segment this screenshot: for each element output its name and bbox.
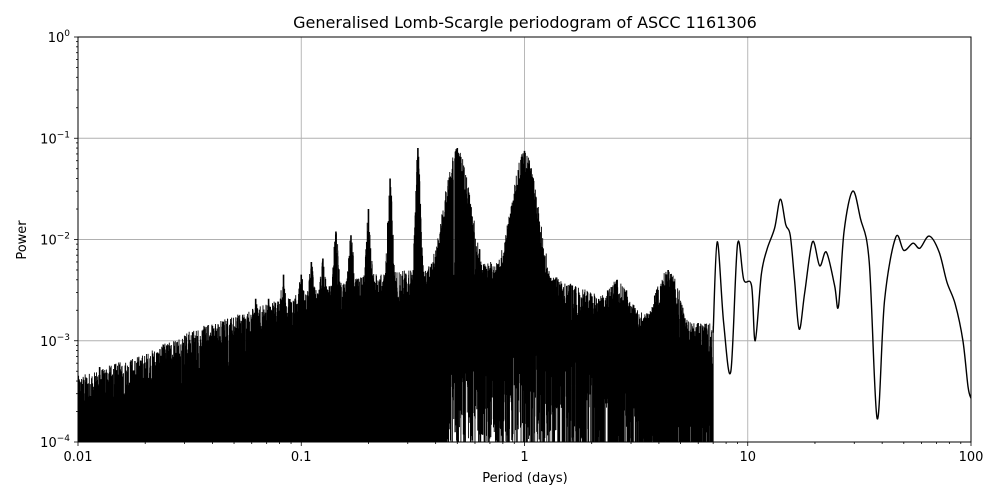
y-tick-label: 10−1 <box>40 130 70 147</box>
x-tick-label: 10 <box>739 450 756 465</box>
y-tick-label: 10−2 <box>40 232 70 249</box>
x-axis-label: Period (days) <box>482 471 568 486</box>
y-tick-label: 10−3 <box>40 333 70 350</box>
x-tick-label: 0.1 <box>291 450 312 465</box>
y-axis-label: Power <box>15 220 30 260</box>
x-axis-ticks: 0.01 0.1 1 10 100 <box>64 442 984 465</box>
power-series <box>78 148 971 442</box>
x-tick-label: 1 <box>520 450 528 465</box>
y-axis-ticks: 100 10−1 10−2 10−3 10−4 <box>40 29 78 451</box>
x-tick-label: 100 <box>959 450 984 465</box>
y-tick-label: 100 <box>48 29 71 46</box>
long-period-curve <box>712 190 971 420</box>
y-tick-label: 10−4 <box>40 434 70 451</box>
x-tick-label: 0.01 <box>64 450 93 465</box>
chart-title: Generalised Lomb-Scargle periodogram of … <box>293 13 757 32</box>
